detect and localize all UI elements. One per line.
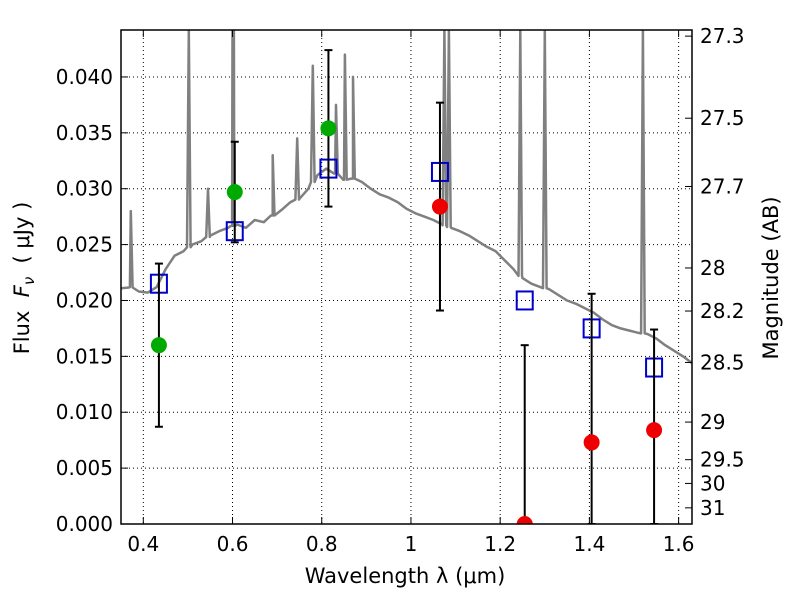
mag-tick-label: 27.5 — [700, 106, 745, 130]
plot-area — [121, 30, 692, 524]
y-tick-label: 0.030 — [56, 177, 113, 201]
mag-tick-label: 27.3 — [700, 24, 745, 48]
x-tick-label: 1.4 — [573, 532, 605, 556]
x-tick-label: 0.8 — [306, 532, 338, 556]
x-tick-label: 1 — [405, 532, 418, 556]
observed-point — [583, 434, 600, 451]
x-tick-label: 1.2 — [484, 532, 516, 556]
y-axis-label-sub: ν — [20, 277, 38, 285]
x-tick-labels: 0.4 0.6 0.8 1 1.2 1.4 1.6 — [127, 532, 694, 556]
y-tick-label: 0.000 — [56, 512, 113, 536]
y-tick-label: 0.015 — [56, 344, 113, 368]
observed-point — [320, 120, 337, 137]
x-axis-label: Wavelength λ (μm) — [305, 564, 506, 588]
x-tick-label: 1.6 — [663, 532, 695, 556]
y-axis-label-pre: Flux — [10, 297, 34, 354]
plot-frame — [120, 29, 693, 525]
observed-point — [516, 516, 533, 524]
mag-tick-label: 28.2 — [700, 299, 745, 323]
model-photometry-square — [515, 290, 534, 311]
spectrum-line — [121, 30, 692, 365]
y-tick-label: 0.035 — [56, 121, 113, 145]
mag-tick-label: 30 — [700, 471, 725, 495]
observed-point — [431, 198, 448, 215]
y-axis-label-post: ( μJy ) — [10, 202, 34, 277]
mag-tick-label: 31 — [700, 496, 725, 520]
y-tick-label: 0.040 — [56, 65, 113, 89]
y2-axis-label: Magnitude (AB) — [759, 196, 783, 359]
observed-point — [226, 184, 243, 201]
mag-tick-label: 28.5 — [700, 350, 745, 374]
mag-tick-label: 27.7 — [700, 174, 745, 198]
y-tick-label: 0.010 — [56, 400, 113, 424]
grid — [121, 30, 692, 525]
x-tick-label: 0.4 — [127, 532, 159, 556]
y-tick-label: 0.025 — [56, 233, 113, 257]
observed-point — [646, 422, 663, 439]
y-tick-label: 0.005 — [56, 456, 113, 480]
y-tick-labels: 0.000 0.005 0.010 0.015 0.020 0.025 0.030 0.035… — [56, 65, 113, 536]
observed-point — [150, 337, 167, 354]
ticks — [121, 30, 692, 525]
x-tick-label: 0.6 — [217, 532, 249, 556]
mag-tick-label: 28 — [700, 256, 725, 280]
y-axis-label-italic: F — [10, 284, 34, 297]
y-tick-label: 0.020 — [56, 288, 113, 312]
y-axis-label: Flux Fν ( μJy ) — [10, 202, 38, 355]
mag-tick-label: 29 — [700, 410, 725, 434]
mag-tick-label: 29.5 — [700, 448, 745, 472]
